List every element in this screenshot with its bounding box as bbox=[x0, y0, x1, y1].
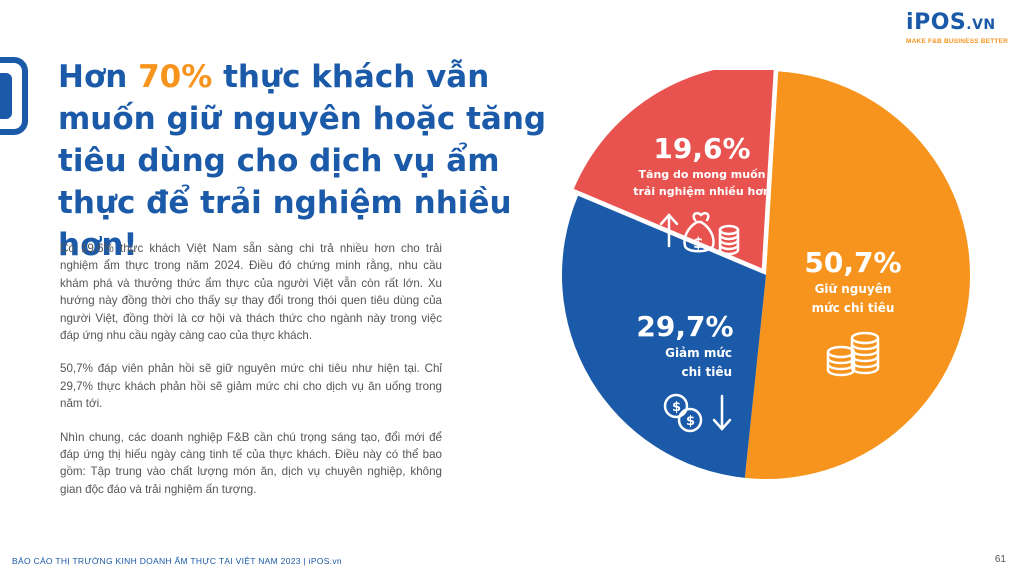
logo-suffix: .VN bbox=[966, 17, 996, 33]
slice-label-blue: 29,7% Giảm mức chi tiêu $ $ bbox=[630, 310, 740, 444]
slice-desc-blue-2: chi tiêu bbox=[681, 365, 732, 379]
svg-text:$: $ bbox=[672, 400, 681, 415]
slice-desc-orange-1: Giữ nguyên bbox=[814, 282, 892, 296]
slice-pct-orange: 50,7% bbox=[804, 246, 902, 279]
body-paragraph-3: Nhìn chung, các doanh nghiệp F&B cần chú… bbox=[60, 430, 442, 496]
pie-chart-svg bbox=[562, 64, 970, 479]
ipos-logo: iPOS.VN MAKE F&B BUSINESS BETTER bbox=[906, 12, 1008, 46]
logo-tagline: MAKE F&B BUSINESS BETTER bbox=[906, 38, 1008, 45]
svg-text:$: $ bbox=[686, 414, 695, 429]
logo-wordmark: iPOS.VN bbox=[906, 12, 1008, 36]
body-paragraph-2: 50,7% đáp viên phản hồi sẽ giữ nguyên mứ… bbox=[60, 362, 442, 411]
slice-desc-red-1: Tăng do mong muốn bbox=[638, 168, 766, 181]
pie-chart: 50,7% Giữ nguyên mức chi tiêu 29,7% Giảm… bbox=[560, 64, 980, 500]
coins-icon bbox=[826, 331, 880, 377]
logo-text: iPOS bbox=[906, 10, 967, 35]
slice-desc-blue-1: Giảm mức bbox=[665, 346, 732, 360]
body-text: Có 19,6% thực khách Việt Nam sẵn sàng ch… bbox=[60, 240, 442, 514]
side-tab-decoration bbox=[0, 57, 28, 135]
headline-part2: thực khách vẫn muốn giữ nguyên hoặc tăng… bbox=[58, 59, 547, 263]
footer-report-title: BÁO CÁO THỊ TRƯỜNG KINH DOANH ẨM THỰC TẠ… bbox=[12, 556, 342, 566]
svg-text:$: $ bbox=[693, 234, 703, 252]
money-down-icon: $ $ bbox=[663, 393, 732, 433]
body-paragraph-1: Có 19,6% thực khách Việt Nam sẵn sàng ch… bbox=[60, 242, 442, 343]
page-number: 61 bbox=[994, 554, 1006, 565]
money-bag-up-icon: $ bbox=[659, 211, 740, 256]
pie-slice-red bbox=[573, 64, 775, 269]
slice-label-orange: 50,7% Giữ nguyên mức chi tiêu bbox=[798, 246, 908, 390]
headline-highlight: 70% bbox=[138, 59, 213, 95]
page-headline: Hơn 70% thực khách vẫn muốn giữ nguyên h… bbox=[58, 56, 558, 266]
headline-part1: Hơn bbox=[58, 59, 139, 95]
slice-desc-orange-2: mức chi tiêu bbox=[811, 301, 895, 315]
slice-label-red: 19,6% Tăng do mong muốn trải nghiệm nhiề… bbox=[622, 132, 782, 270]
slice-pct-red: 19,6% bbox=[653, 132, 751, 165]
slice-pct-blue: 29,7% bbox=[636, 310, 734, 343]
pie-slice-orange bbox=[744, 71, 970, 479]
pie-slice-blue bbox=[562, 195, 766, 478]
slice-desc-red-2: trải nghiệm nhiều hơn bbox=[633, 185, 771, 198]
